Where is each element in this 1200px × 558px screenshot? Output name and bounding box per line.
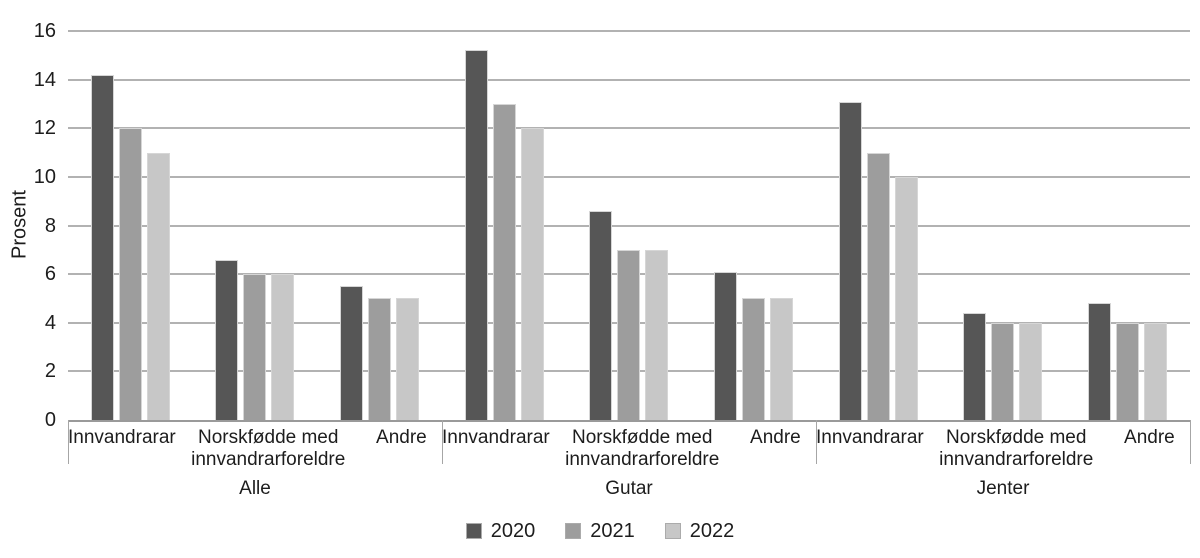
bar-2021 [368,298,392,420]
legend-item: 2021 [565,520,635,543]
category-labels-row: Innvandrarar Norskfødde med innvandrarfor… [442,427,816,473]
bar-2022 [645,249,669,420]
bar-2020 [1088,303,1112,420]
bars-row [816,31,1190,420]
category-label: Innvandrarar [442,427,550,448]
category-label: Andre [376,427,427,448]
category-labels-row: Innvandrarar Norskfødde med innvandrarfor… [68,427,442,473]
category-group: Innvandrarar Norskfødde med innvandrarfor… [816,31,1190,500]
y-tick-label: 12 [33,117,56,140]
gridline [68,224,1190,227]
axis-tick-separator [816,420,817,464]
bars-row [68,31,442,420]
y-tick-label: 0 [44,409,56,431]
legend: 2020 2021 2022 [0,519,1200,543]
category-cell: Innvandrarar [442,427,550,473]
bar-cluster [963,313,1043,420]
bar-cluster [838,101,918,420]
gridline [68,78,1190,81]
category-labels-row: Innvandrarar Norskfødde med innvandrarfor… [816,427,1190,473]
category-cell: Norskfødde med innvandrarforeldre [176,427,361,473]
gridline [68,30,1190,32]
bar-2020 [90,74,114,420]
category-group: Innvandrarar Norskfødde med innvandrarfor… [68,31,442,500]
bar-2022 [520,128,544,420]
category-label: Andre [1124,427,1175,448]
category-cell: Norskfødde med innvandrarforeldre [924,427,1109,473]
legend-swatch-2021 [565,523,582,539]
bar-2021 [991,322,1015,420]
x-axis-line [68,420,1190,422]
axis-tick-separator [442,420,443,464]
category-label: Andre [750,427,801,448]
bar-2022 [271,274,295,420]
bar-2022 [146,152,170,420]
category-cell: Andre [1109,427,1190,473]
category-cell: Innvandrarar [68,427,176,473]
bar-2021 [617,249,641,420]
bar-2020 [464,50,488,420]
bar-cluster [90,74,170,420]
bar-2022 [396,298,420,420]
group-label: Gutar [605,478,653,499]
bar-2022 [1144,322,1168,420]
bar-2022 [770,298,794,420]
bar-2021 [742,298,766,420]
category-group: Innvandrarar Norskfødde med innvandrarfor… [442,31,816,500]
legend-label: 2021 [590,519,635,542]
group-label: Alle [239,478,271,499]
bar-cluster [340,286,420,420]
legend-item: 2022 [664,519,735,543]
legend-item: 2020 [465,519,536,543]
y-tick-label: 2 [44,360,56,383]
category-cell: Andre [361,427,442,473]
bar-2020 [215,259,239,420]
y-tick-label: 8 [44,214,56,237]
bar-cluster [215,259,295,420]
y-tick-label: 16 [33,20,56,42]
bar-2022 [894,176,918,420]
bar-cluster [464,50,544,420]
bar-2020 [963,313,987,420]
category-label: Norskfødde med innvandrarforeldre [191,427,346,470]
bar-2021 [243,274,267,420]
gridline [68,175,1190,178]
bar-2021 [492,103,516,420]
legend-label: 2020 [490,519,536,542]
bar-2020 [589,210,613,420]
category-cell: Andre [735,427,816,473]
bar-cluster [589,210,669,420]
bar-cluster [714,271,794,420]
bar-2021 [1116,322,1140,420]
axis-tick-separator [68,420,69,464]
category-cell: Innvandrarar [816,427,924,473]
category-cell: Norskfødde med innvandrarforeldre [550,427,735,473]
y-tick-label: 14 [33,68,56,91]
legend-swatch-2022 [664,523,681,539]
category-label: Innvandrarar [68,427,176,448]
y-tick-label: 10 [33,165,56,188]
bar-cluster [1088,303,1168,420]
bar-2020 [714,271,738,420]
y-tick-label: 6 [44,263,56,286]
bar-2022 [1019,322,1043,420]
bar-2020 [340,286,364,420]
legend-swatch-2020 [465,523,482,539]
category-label: Innvandrarar [816,427,924,448]
bar-2021 [118,128,142,420]
bar-2020 [838,101,862,420]
group-label: Jenter [976,478,1030,499]
legend-label: 2022 [689,519,735,542]
gridline [68,127,1190,130]
axis-tick-separator [1190,420,1191,464]
category-label: Norskfødde med innvandrarforeldre [939,427,1094,470]
bars-row [442,31,816,420]
bar-2021 [866,152,890,420]
y-tick-label: 4 [44,311,56,334]
category-label: Norskfødde med innvandrarforeldre [565,427,720,470]
